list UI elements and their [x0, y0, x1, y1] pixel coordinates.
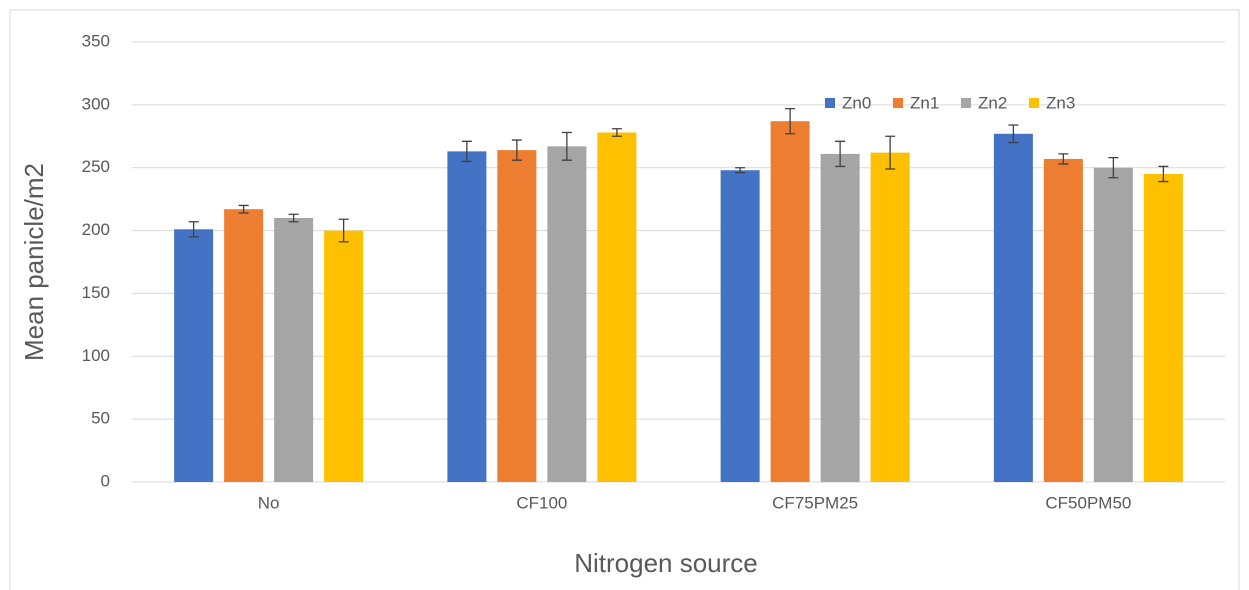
legend-label: Zn2	[978, 93, 1007, 112]
bar	[497, 150, 536, 482]
legend-label: Zn1	[910, 93, 939, 112]
y-tick-label: 150	[82, 283, 110, 302]
page: {"chart_data": {"type": "bar", "x_label"…	[0, 0, 1249, 590]
bar	[994, 134, 1033, 482]
x-axis-title: Nitrogen source	[574, 548, 758, 578]
y-tick-label: 100	[82, 346, 110, 365]
y-tick-label: 300	[82, 94, 110, 113]
bar	[721, 170, 760, 482]
legend-swatch	[825, 98, 835, 108]
bar	[871, 153, 910, 482]
bar	[1044, 159, 1083, 482]
x-tick-label: CF50PM50	[1045, 493, 1131, 512]
bar	[597, 133, 636, 482]
bar	[1094, 168, 1133, 482]
legend-label: Zn0	[842, 93, 871, 112]
bar	[547, 146, 586, 482]
legend-swatch	[893, 98, 903, 108]
y-tick-label: 0	[101, 471, 110, 490]
bar	[821, 154, 860, 482]
legend-swatch	[961, 98, 971, 108]
y-tick-label: 350	[82, 31, 110, 50]
chart: Nitrogen source Mean panicle/m2 0 50 100 15…	[0, 0, 1249, 590]
y-tick-label: 50	[91, 409, 110, 428]
legend-label: Zn3	[1046, 93, 1075, 112]
bar	[324, 231, 363, 482]
bar	[174, 229, 213, 482]
bar	[1144, 174, 1183, 482]
x-tick-label: CF100	[516, 493, 567, 512]
x-tick-label: CF75PM25	[772, 493, 858, 512]
y-axis-title: Mean panicle/m2	[19, 163, 49, 361]
legend-swatch	[1029, 98, 1039, 108]
bar	[771, 121, 810, 482]
y-tick-label: 200	[82, 220, 110, 239]
bar	[224, 209, 263, 482]
bar	[274, 218, 313, 482]
x-tick-label: No	[258, 493, 280, 512]
y-tick-label: 250	[82, 157, 110, 176]
bar	[447, 151, 486, 482]
